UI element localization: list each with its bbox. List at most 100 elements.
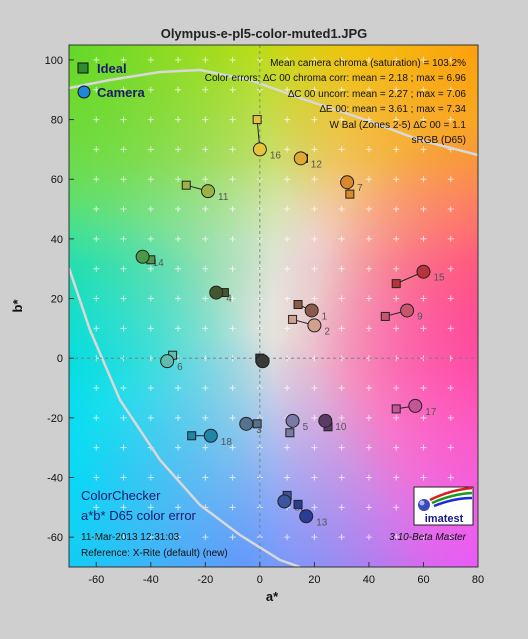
grid-mark: [229, 265, 236, 272]
grid-mark: [284, 176, 291, 183]
grid-mark: [393, 534, 400, 541]
x-tick-label: 40: [363, 574, 375, 586]
grid-mark: [202, 86, 209, 93]
grid-mark: [202, 325, 209, 332]
grid-mark: [420, 295, 427, 302]
grid-mark: [420, 116, 427, 123]
grid-mark: [284, 534, 291, 541]
grid-mark: [447, 86, 454, 93]
grid-mark: [420, 56, 427, 63]
grid-mark: [447, 325, 454, 332]
grid-mark: [311, 86, 318, 93]
grid-mark: [338, 206, 345, 213]
grid-mark: [93, 534, 100, 541]
grid-mark: [120, 504, 127, 511]
grid-mark: [175, 295, 182, 302]
grid-mark: [229, 385, 236, 392]
grid-mark: [229, 474, 236, 481]
ideal-point: [285, 428, 295, 438]
legend-camera-circle-icon: [77, 85, 91, 99]
camera-point: [277, 494, 292, 509]
grid-mark: [311, 474, 318, 481]
grid-mark: [393, 444, 400, 451]
grid-mark: [93, 146, 100, 153]
grid-mark: [175, 86, 182, 93]
gamut-boundary-top: [69, 68, 478, 157]
grid-mark: [229, 325, 236, 332]
grid-mark: [365, 86, 372, 93]
grid-mark: [338, 414, 345, 421]
x-tick-label: 0: [257, 574, 263, 586]
grid-mark: [447, 534, 454, 541]
grid-mark: [338, 325, 345, 332]
grid-mark: [147, 295, 154, 302]
grid-mark: [311, 146, 318, 153]
patch-label: 14: [153, 258, 165, 269]
grid-mark: [447, 56, 454, 63]
ideal-point: [380, 311, 390, 321]
grid-mark: [93, 56, 100, 63]
camera-point: [416, 264, 431, 279]
grid-mark: [229, 504, 236, 511]
grid-mark: [447, 206, 454, 213]
grid-mark: [229, 146, 236, 153]
grid-mark: [311, 206, 318, 213]
grid-mark: [420, 534, 427, 541]
legend-ideal-label: Ideal: [97, 61, 127, 76]
grid-mark: [229, 116, 236, 123]
y-tick-label: 80: [51, 115, 63, 127]
ideal-point: [187, 431, 197, 441]
grid-mark: [120, 385, 127, 392]
grid-mark: [311, 295, 318, 302]
grid-mark: [393, 265, 400, 272]
grid-mark: [93, 206, 100, 213]
patch-label: 5: [303, 422, 309, 433]
grid-mark: [202, 176, 209, 183]
stats-chroma: Mean camera chroma (saturation) = 103.2%: [270, 58, 466, 69]
grid-mark: [311, 504, 318, 511]
grid-mark: [147, 504, 154, 511]
grid-mark: [393, 474, 400, 481]
patch-label: 3: [256, 425, 262, 436]
grid-mark: [202, 444, 209, 451]
grid-mark: [147, 116, 154, 123]
camera-point: [400, 303, 415, 318]
grid-mark: [311, 444, 318, 451]
camera-point: [209, 285, 224, 300]
grid-mark: [147, 534, 154, 541]
grid-mark: [338, 86, 345, 93]
plot-area: 123456789101112131415161718: [69, 45, 478, 567]
x-tick-label: -40: [143, 574, 159, 586]
grid-mark: [365, 265, 372, 272]
grid-mark: [202, 265, 209, 272]
grid-mark: [311, 56, 318, 63]
grid-mark: [393, 206, 400, 213]
grid-mark: [284, 56, 291, 63]
grid-mark: [447, 235, 454, 242]
grid-mark: [338, 534, 345, 541]
patch-label: 18: [221, 437, 233, 448]
grid-mark: [120, 534, 127, 541]
y-tick-label: -20: [47, 413, 63, 425]
grid-mark: [229, 414, 236, 421]
grid-mark: [393, 295, 400, 302]
x-tick-label: 60: [417, 574, 429, 586]
camera-point: [408, 398, 423, 413]
grid-mark: [393, 504, 400, 511]
grid-mark: [147, 235, 154, 242]
grid-mark: [147, 474, 154, 481]
ideal-point: [391, 279, 401, 289]
camera-point: [203, 428, 218, 443]
patch-label: 2: [324, 326, 330, 337]
grid-mark: [120, 146, 127, 153]
grid-mark: [420, 325, 427, 332]
grid-mark: [393, 385, 400, 392]
grid-mark: [393, 325, 400, 332]
grid-mark: [147, 325, 154, 332]
grid-mark: [202, 146, 209, 153]
grid-mark: [365, 385, 372, 392]
patch-label: 13: [316, 517, 328, 528]
grid-mark: [365, 414, 372, 421]
grid-mark: [175, 504, 182, 511]
color-error-subtitle: a*b* D65 color error: [81, 508, 197, 523]
